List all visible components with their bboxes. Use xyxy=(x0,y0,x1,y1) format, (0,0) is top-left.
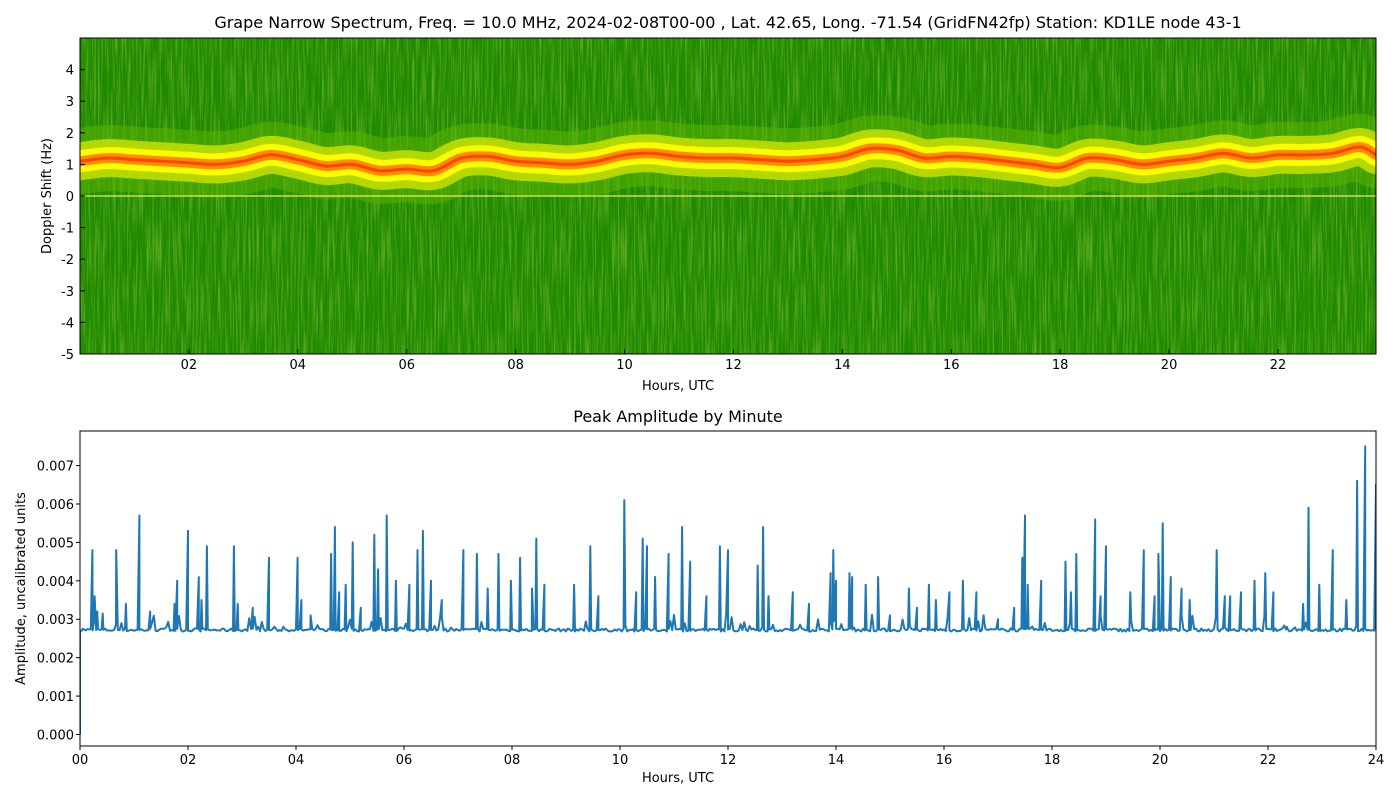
spectrogram-plot-area xyxy=(80,38,1376,354)
x-tick-label: 24 xyxy=(1368,753,1385,768)
y-tick-label: 0.005 xyxy=(37,536,74,551)
x-tick-label: 16 xyxy=(943,358,960,373)
amplitude-panel: Peak Amplitude by Minute 00 02 04 06 08 10 12 1… xyxy=(14,407,1384,786)
amplitude-x-ticks: 00 02 04 06 08 10 12 14 16 18 20 22 24 xyxy=(72,746,1385,768)
y-tick-label: 3 xyxy=(66,95,74,110)
x-tick-label: 12 xyxy=(720,753,737,768)
y-tick-label: 4 xyxy=(66,64,74,79)
y-tick-label: 2 xyxy=(66,127,74,142)
spectrogram-x-ticks: 02 04 06 08 10 12 14 16 18 20 22 xyxy=(181,349,1287,373)
x-tick-label: 06 xyxy=(396,753,413,768)
y-tick-label: -5 xyxy=(61,348,74,363)
x-tick-label: 22 xyxy=(1270,358,1287,373)
x-tick-label: 18 xyxy=(1052,358,1069,373)
x-tick-label: 20 xyxy=(1161,358,1178,373)
x-tick-label: 04 xyxy=(288,753,305,768)
y-tick-label: 0 xyxy=(66,190,74,205)
x-tick-label: 20 xyxy=(1152,753,1169,768)
x-tick-label: 02 xyxy=(181,358,198,373)
x-tick-label: 14 xyxy=(828,753,845,768)
x-tick-label: 06 xyxy=(398,358,415,373)
spectrogram-x-label: Hours, UTC xyxy=(642,379,714,394)
x-tick-label: 00 xyxy=(72,753,89,768)
x-tick-label: 16 xyxy=(936,753,953,768)
spectrogram-panel: Grape Narrow Spectrum, Freq. = 10.0 MHz,… xyxy=(40,13,1377,394)
y-tick-label: -3 xyxy=(61,285,74,300)
x-tick-label: 08 xyxy=(504,753,521,768)
x-tick-label: 14 xyxy=(834,358,851,373)
spectrogram-title: Grape Narrow Spectrum, Freq. = 10.0 MHz,… xyxy=(214,13,1241,32)
y-tick-label: 0.002 xyxy=(37,652,74,667)
amplitude-title: Peak Amplitude by Minute xyxy=(573,407,783,426)
doppler-band-peak xyxy=(80,145,1376,173)
y-tick-label: -4 xyxy=(61,316,74,331)
x-tick-label: 02 xyxy=(180,753,197,768)
doppler-band xyxy=(80,114,1376,205)
amplitude-y-label: Amplitude, uncalibrated units xyxy=(14,492,29,685)
y-tick-label: 1 xyxy=(66,158,74,173)
amplitude-y-ticks: 0.000 0.001 0.002 0.003 0.004 0.005 0.006 0.007 xyxy=(37,460,80,743)
amplitude-x-label: Hours, UTC xyxy=(642,771,714,786)
y-tick-label: 0.007 xyxy=(37,460,74,475)
y-tick-label: 0.003 xyxy=(37,613,74,628)
x-tick-label: 04 xyxy=(290,358,307,373)
y-tick-label: 0.006 xyxy=(37,498,74,513)
y-tick-label: 0.004 xyxy=(37,575,74,590)
x-tick-label: 18 xyxy=(1044,753,1061,768)
x-tick-label: 10 xyxy=(616,358,633,373)
amplitude-series-line xyxy=(80,445,1376,735)
y-tick-label: -1 xyxy=(61,222,74,237)
y-tick-label: 0.000 xyxy=(37,728,74,743)
y-tick-label: -2 xyxy=(61,253,74,268)
x-tick-label: 12 xyxy=(725,358,742,373)
spectrogram-y-label: Doppler Shift (Hz) xyxy=(40,138,55,254)
y-tick-label: 0.001 xyxy=(37,690,74,705)
spectrogram-y-ticks: 4 3 2 1 0 -1 -2 -3 -4 -5 xyxy=(61,64,85,363)
x-tick-label: 08 xyxy=(507,358,524,373)
x-tick-label: 22 xyxy=(1260,753,1277,768)
x-tick-label: 10 xyxy=(612,753,629,768)
